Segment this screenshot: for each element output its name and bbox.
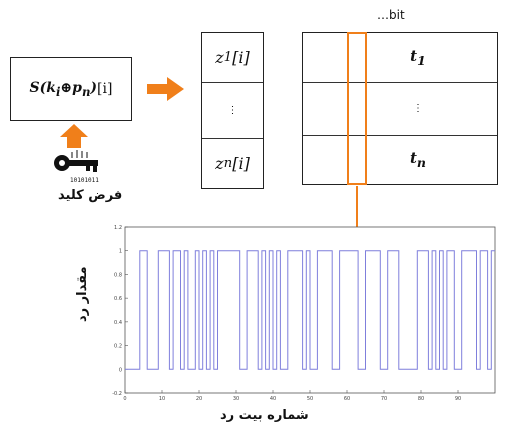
x-tick-label: 90 <box>455 396 461 402</box>
z-cell-first: z 1 [i] <box>202 33 263 83</box>
x-tick-label: 10 <box>159 396 165 402</box>
x-tick-label: 70 <box>381 396 387 402</box>
t-row-last: tn <box>409 149 427 170</box>
y-tick-label: 1.2 <box>114 225 122 231</box>
encryption-function-box: S(ki⊕pn) [i] <box>10 57 132 121</box>
y-tick-label: 0 <box>119 367 122 373</box>
x-tick-label: 0 <box>123 396 126 402</box>
x-tick-label: 20 <box>196 396 202 402</box>
x-tick-label: 50 <box>307 396 313 402</box>
bit-signal-line <box>125 250 495 370</box>
encryption-formula: S(ki⊕pn) <box>29 79 98 99</box>
z-cell-ellipsis: ⋮ <box>202 82 263 139</box>
x-tick-label: 60 <box>344 396 350 402</box>
y-tick-label: -0.2 <box>112 391 122 397</box>
bit-value-chart: -0.200.20.40.60.811.20 10 20 30 40 50 60 70 80 90 <box>112 225 496 402</box>
key-icon <box>54 150 98 172</box>
y-tick-label: 0.8 <box>114 272 122 278</box>
x-tick-label: 40 <box>270 396 276 402</box>
z-cell-last: z n [i] <box>215 153 250 173</box>
y-axis-label: مقدار رد <box>75 266 90 322</box>
y-tick-label: 0.2 <box>114 344 122 350</box>
binary-text: 10101011 <box>70 177 99 184</box>
x-tick-label: 80 <box>418 396 424 402</box>
y-tick-label: 1 <box>119 249 122 255</box>
up-arrow-icon <box>60 124 88 148</box>
t-table: t1 ⋮ tn <box>302 32 498 185</box>
bit-header: …bit <box>377 8 405 22</box>
y-tick-label: 0.4 <box>114 320 122 326</box>
formula-index: [i] <box>97 81 113 97</box>
selected-bit-column <box>347 32 367 185</box>
z-column: z 1 [i] ⋮ z n [i] <box>201 32 264 189</box>
t-row-first: t1 <box>303 33 497 83</box>
right-arrow-icon <box>147 77 184 101</box>
key-label: فرض کلید <box>58 188 123 203</box>
y-tick-label: 0.6 <box>114 296 122 302</box>
t-row-ellipsis: ⋮ <box>303 82 497 136</box>
x-axis-label: شماره بیت رد <box>220 408 309 423</box>
x-tick-label: 30 <box>233 396 239 402</box>
